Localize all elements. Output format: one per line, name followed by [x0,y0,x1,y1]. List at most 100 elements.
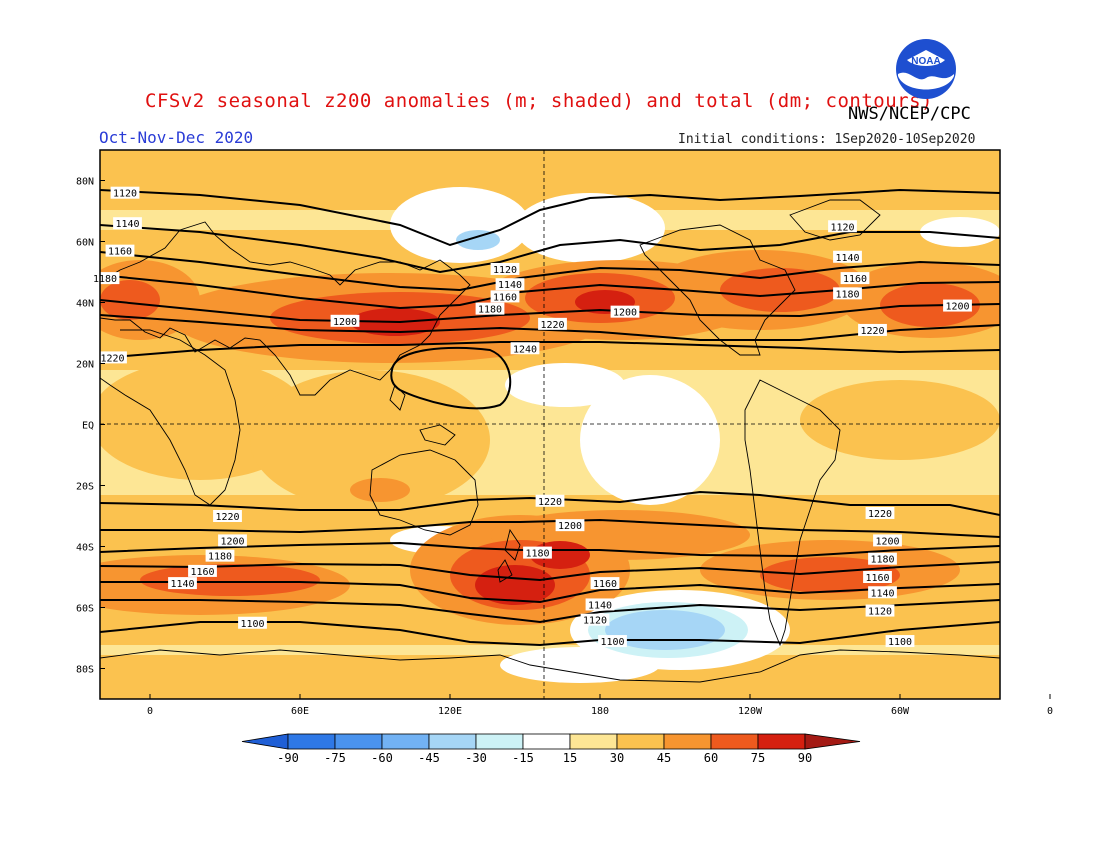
colorbar-label: 30 [610,751,624,765]
contour-label: 1220 [98,351,127,364]
contour-label-text: 1100 [240,619,264,630]
contour-label: 1120 [580,613,610,627]
coast-australia [369,449,479,536]
contour-label-text: 1220 [215,512,239,523]
colorbar-box [616,733,665,750]
colorbar: -90 -75 -60 -45 -30 -15 15 30 45 60 75 90 [241,733,861,765]
contour-label-text: 1100 [600,637,624,648]
coast-south-america [744,379,841,647]
colorbar-box [522,733,571,750]
contour-label-text: 1180 [93,274,117,285]
coast-greenland [789,199,881,241]
contour-label: 1160 [590,577,620,590]
lat-label: 60N [76,238,94,249]
lat-label: 20N [76,360,94,371]
colorbar-label: -60 [371,751,393,765]
lat-label: 60S [76,604,94,615]
contour-label-text: 1120 [868,607,892,618]
contour-label: 1180 [833,287,862,300]
contour-label-text: 1240 [513,344,537,355]
contour-label: 1160 [105,244,135,258]
colorbar-box [334,733,383,750]
contour-label: 1120 [110,186,140,200]
lon-label: 0 [147,706,153,717]
agency-label: NWS/NCEP/CPC [848,104,971,124]
contour-label-text: 1140 [498,280,522,291]
contour-label: 1120 [490,262,520,276]
contour-label-text: 1140 [115,219,139,230]
contour-label: 1220 [535,494,565,508]
contour-label: 1160 [840,272,870,285]
contour-label: 1180 [523,546,552,560]
lon-label: 60E [291,706,309,717]
contour-label-text: 1160 [190,567,214,578]
contour-label: 1180 [475,302,505,316]
colorbar-label: -45 [418,751,440,765]
lon-label: 120W [738,706,763,717]
contour-label-text: 1140 [588,600,612,611]
contour-label: 1220 [538,317,567,331]
contour-label: 1220 [858,323,887,337]
contour-label: 1200 [218,534,247,547]
contour-label: 1180 [90,272,120,285]
contour-label-text: 1200 [613,308,637,319]
colorbar-label: 90 [798,751,812,765]
contour-label-text: 1220 [538,497,562,508]
contour-label-text: 1160 [865,573,889,584]
contour-label-text: 1180 [208,552,232,563]
lat-label: 20S [76,482,94,493]
season-label: Oct-Nov-Dec 2020 [99,128,254,147]
contour-label-text: 1200 [220,536,244,547]
coast-eurasia [100,221,471,396]
contour-labels: 1120114011601180122011201140116011801200… [90,186,972,648]
lat-label: 40N [76,299,94,310]
contour-label: 1200 [555,519,585,532]
height-contours [100,188,1000,647]
contour-label-text: 1180 [525,549,549,560]
contour-label-text: 1220 [100,353,124,364]
contour-label: 1140 [833,250,862,264]
contour-label: 1100 [598,635,627,648]
contour-label-text: 1200 [558,521,582,532]
colorbar-box [663,733,712,750]
colorbar-box [757,733,806,750]
contour-label-text: 1100 [888,637,912,648]
contour-label: 1180 [205,549,235,563]
lon-label: 180 [591,706,609,717]
contour-label-text: 1120 [583,616,607,627]
contour-label: 1200 [873,534,902,547]
contour-label: 1240 [510,342,540,355]
contour-label: 1180 [868,552,897,566]
colorbar-label: -15 [512,751,534,765]
lat-label: 80N [76,177,94,188]
contour-label-text: 1140 [870,588,894,599]
contour-label-text: 1220 [540,320,564,331]
contour-label: 1160 [863,571,892,584]
contour-label-text: 1140 [835,253,859,264]
contour-label: 1140 [168,577,197,590]
colorbar-label: 75 [751,751,765,765]
lon-label: 120E [438,706,462,717]
contour-label: 1140 [495,278,525,291]
lat-label: 40S [76,543,94,554]
colorbar-box [569,733,618,750]
contour-label-text: 1160 [493,292,517,303]
contour-label: 1160 [188,564,217,578]
axis-ticks: 80N 60N 40N 20N EQ 20S 40S 60S 80S 0 60E 120E 180 120… [76,177,1053,718]
contour-label-text: 1220 [860,326,884,337]
logo-text: NOAA [911,56,940,67]
colorbar-box [710,733,759,750]
contour-label-text: 1200 [333,317,357,328]
colorbar-right-arrow [804,733,861,750]
noaa-logo: NOAA [896,39,956,99]
contour-label-text: 1160 [108,247,132,258]
contour-label: 1100 [238,616,267,630]
colorbar-box [475,733,524,750]
lon-label: 0 [1047,706,1053,717]
colorbar-box [381,733,430,750]
lat-label: EQ [82,421,94,432]
colorbar-label: -75 [324,751,346,765]
contour-label-text: 1180 [835,289,859,300]
colorbar-label: -90 [277,751,299,765]
